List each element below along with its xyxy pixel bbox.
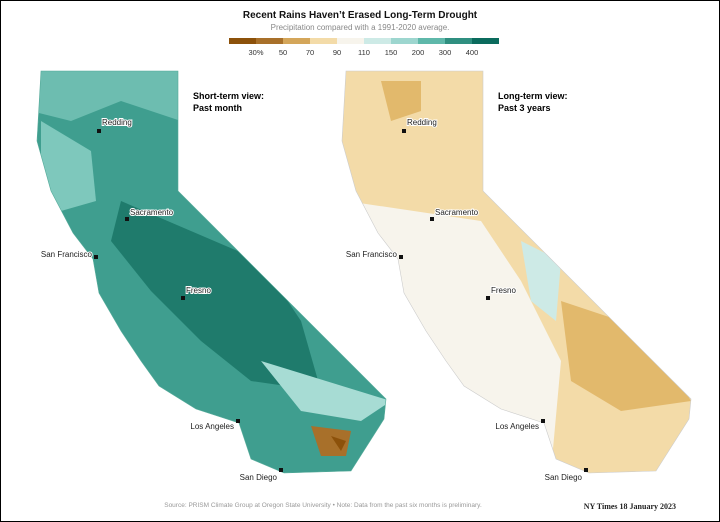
panel-title: Short-term view: <box>193 91 264 101</box>
city-label: Los Angeles <box>190 422 234 431</box>
legend-label: 30% <box>248 48 263 57</box>
title: Recent Rains Haven’t Erased Long-Term Dr… <box>243 10 478 21</box>
source-note: Source: PRISM Climate Group at Oregon St… <box>164 502 482 509</box>
city-marker <box>125 217 129 221</box>
legend-swatch <box>364 38 391 44</box>
legend-label: 300 <box>439 48 452 57</box>
legend-swatch <box>283 38 310 44</box>
panel-subtitle: Past month <box>193 103 242 113</box>
legend-swatch <box>391 38 418 44</box>
city-marker <box>541 419 545 423</box>
legend-label: 200 <box>412 48 425 57</box>
city-marker <box>181 296 185 300</box>
legend-label: 50 <box>279 48 287 57</box>
legend-swatch <box>310 38 337 44</box>
legend: 30% 50 70 90 110 150 200 300 400 <box>229 38 499 57</box>
city-marker <box>402 129 406 133</box>
city-label: Sacramento <box>130 208 174 217</box>
legend-swatch <box>337 38 364 44</box>
legend-label: 110 <box>358 48 370 57</box>
city-marker <box>430 217 434 221</box>
cities: Redding Sacramento San Francisco Fresno Los … <box>40 117 588 483</box>
legend-label: 70 <box>306 48 314 57</box>
city-marker <box>399 255 403 259</box>
legend-swatch <box>472 38 499 44</box>
city-label: Los Angeles <box>495 422 539 431</box>
legend-swatch <box>256 38 283 44</box>
city-label: San Francisco <box>346 250 398 259</box>
city-label: Redding <box>407 118 437 127</box>
city-label: San Diego <box>240 473 278 482</box>
city-marker <box>584 468 588 472</box>
subtitle: Precipitation compared with a 1991-2020 … <box>271 23 450 32</box>
legend-label: 90 <box>333 48 341 57</box>
city-label: Redding <box>102 118 132 127</box>
city-label: Sacramento <box>435 208 479 217</box>
city-marker <box>97 129 101 133</box>
legend-swatch <box>445 38 472 44</box>
credit: NY Times 18 January 2023 <box>584 502 676 511</box>
short-term-map <box>37 71 386 473</box>
city-label: Fresno <box>491 286 516 295</box>
city-label: Fresno <box>186 286 211 295</box>
city-marker <box>236 419 240 423</box>
legend-label: 150 <box>385 48 398 57</box>
panel-title: Long-term view: <box>498 91 568 101</box>
city-marker <box>94 255 98 259</box>
panel-subtitle: Past 3 years <box>498 103 551 113</box>
city-marker <box>486 296 490 300</box>
long-term-map <box>342 71 691 473</box>
legend-swatch <box>229 38 256 44</box>
legend-swatch <box>418 38 445 44</box>
city-label: San Francisco <box>41 250 93 259</box>
legend-label: 400 <box>466 48 479 57</box>
city-marker <box>279 468 283 472</box>
city-label: San Diego <box>545 473 583 482</box>
